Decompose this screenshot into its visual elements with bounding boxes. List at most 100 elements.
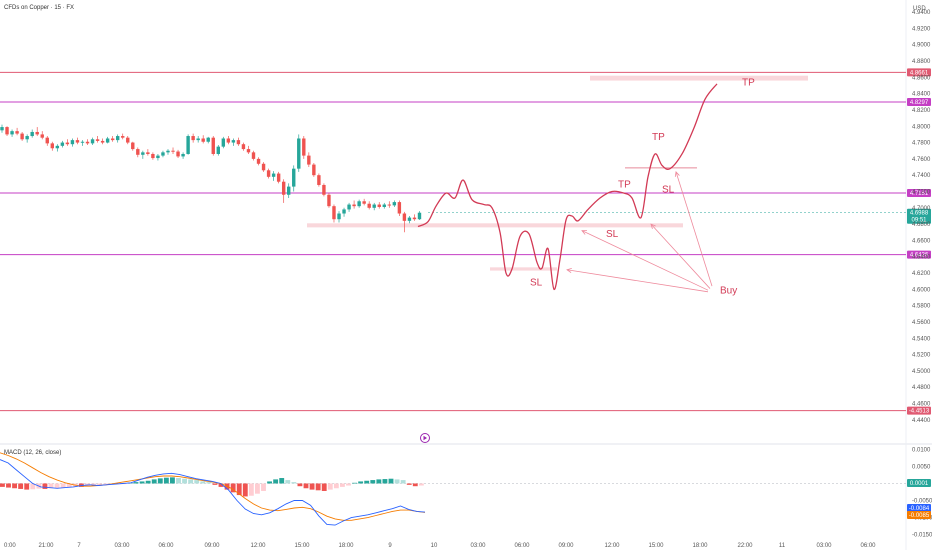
macd-histogram-bar bbox=[358, 481, 364, 484]
candle-body bbox=[322, 184, 326, 195]
macd-value-badge bbox=[907, 511, 931, 519]
price-badge-label: 4.6426 bbox=[910, 253, 929, 259]
time-tick-label: 03:00 bbox=[816, 543, 832, 549]
price-badge-label: 4.8661 bbox=[910, 70, 929, 76]
macd-histogram-bar bbox=[97, 483, 102, 486]
candle-body bbox=[110, 138, 115, 141]
time-tick-label: 09:00 bbox=[558, 543, 574, 549]
buy-arrow bbox=[675, 171, 713, 287]
time-tick-label: 10 bbox=[431, 543, 438, 549]
price-tick-label: 4.5800 bbox=[912, 304, 931, 310]
price-tick-label: 4.8000 bbox=[912, 124, 931, 130]
candle-body bbox=[156, 155, 160, 159]
macd-value-label: -0.0084 bbox=[909, 506, 930, 512]
time-tick-label: 03:00 bbox=[114, 543, 130, 549]
go-to-realtime-icon[interactable] bbox=[420, 433, 430, 443]
macd-value-badge bbox=[907, 479, 931, 487]
macd-histogram-bar bbox=[6, 483, 11, 488]
annotation-sl: SL bbox=[530, 277, 543, 288]
candle-body bbox=[5, 127, 9, 135]
candle-body bbox=[80, 141, 85, 143]
candle-body bbox=[75, 140, 80, 143]
price-tick-label: 4.6600 bbox=[912, 238, 931, 244]
macd-histogram-bar bbox=[412, 483, 418, 487]
macd-histogram-bar bbox=[273, 479, 279, 484]
candle-body bbox=[337, 213, 341, 220]
candle-body bbox=[372, 204, 376, 208]
candle-body bbox=[60, 142, 65, 146]
price-tick-label: 4.4400 bbox=[912, 418, 931, 424]
price-tick-label: 4.5600 bbox=[912, 320, 931, 326]
candle-body bbox=[357, 201, 361, 207]
candle-body bbox=[226, 138, 231, 143]
current-price-label: 4.6988 bbox=[910, 211, 929, 217]
candle-body bbox=[236, 140, 241, 145]
time-tick-label: 12:00 bbox=[250, 543, 266, 549]
macd-histogram-bar bbox=[242, 483, 248, 497]
candle-body bbox=[161, 152, 165, 156]
price-tick-label: 4.7400 bbox=[912, 173, 931, 179]
macd-histogram-bar bbox=[212, 483, 218, 485]
macd-histogram-bar bbox=[394, 479, 400, 484]
projected-path bbox=[417, 83, 718, 291]
candle-body bbox=[276, 173, 281, 182]
candle-body bbox=[281, 181, 286, 195]
candle-body bbox=[115, 136, 120, 141]
candle-body bbox=[392, 202, 397, 206]
macd-histogram-bar bbox=[400, 480, 406, 484]
candle-body bbox=[307, 155, 311, 165]
macd-value-label: -0.0085 bbox=[909, 513, 930, 519]
candle-body bbox=[95, 139, 100, 141]
macd-histogram-bar bbox=[30, 483, 36, 490]
macd-histogram-bar bbox=[364, 480, 370, 484]
candle-body bbox=[136, 149, 140, 155]
candle-body bbox=[171, 150, 175, 152]
candle-body bbox=[367, 203, 371, 208]
macd-histogram-bar bbox=[315, 483, 321, 491]
macd-histogram-bar bbox=[194, 480, 200, 484]
candle-body bbox=[100, 140, 105, 143]
macd-histogram-bar bbox=[91, 483, 96, 486]
time-tick-label: 11 bbox=[779, 543, 786, 549]
annotation-tp: TP bbox=[618, 179, 631, 190]
macd-histogram-bar bbox=[346, 483, 351, 486]
candle-body bbox=[402, 213, 407, 221]
macd-histogram-bar bbox=[182, 478, 187, 484]
price-tick-label: 4.9200 bbox=[912, 26, 931, 32]
macd-histogram-bar bbox=[291, 482, 297, 484]
candle-body bbox=[362, 201, 366, 204]
candle-body bbox=[417, 212, 422, 220]
macd-line bbox=[0, 459, 426, 526]
candle-body bbox=[266, 170, 271, 177]
price-tick-label: 4.4600 bbox=[912, 402, 931, 408]
macd-histogram-bar bbox=[285, 480, 291, 484]
buy-arrow bbox=[566, 269, 709, 293]
price-badge-label: 4.8297 bbox=[910, 100, 929, 106]
macd-histogram-bar bbox=[54, 483, 60, 488]
candle-body bbox=[271, 173, 276, 177]
price-tick-label: 4.6200 bbox=[912, 271, 931, 277]
candle-body bbox=[312, 164, 316, 176]
macd-histogram-bar bbox=[327, 483, 333, 490]
price-tick-label: 4.6000 bbox=[912, 287, 931, 293]
candle-body bbox=[261, 163, 266, 171]
macd-value-label: 0.0001 bbox=[910, 481, 929, 487]
time-tick-label: 15:00 bbox=[294, 543, 310, 549]
macd-tick-label: 0.0100 bbox=[912, 447, 931, 453]
candle-body bbox=[151, 153, 155, 159]
price-tick-label: 4.6800 bbox=[912, 222, 931, 228]
candle-body bbox=[407, 217, 412, 221]
currency-label: USD bbox=[913, 6, 926, 12]
macd-histogram-bar bbox=[18, 483, 24, 489]
candle-body bbox=[377, 204, 381, 207]
macd-histogram-bar bbox=[176, 478, 181, 484]
candle-body bbox=[105, 138, 110, 143]
macd-histogram-bar bbox=[139, 481, 145, 484]
macd-histogram-bar bbox=[133, 482, 139, 484]
macd-histogram-bar bbox=[188, 479, 194, 484]
candle-body bbox=[211, 137, 215, 154]
price-badge bbox=[907, 68, 931, 77]
candle-body bbox=[131, 142, 135, 150]
buy-arrow bbox=[650, 223, 711, 289]
